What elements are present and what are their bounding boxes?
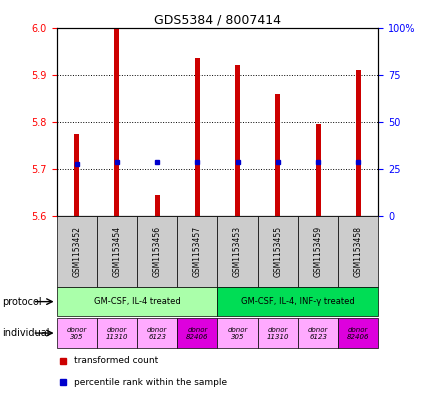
Bar [96,216,137,287]
Bar [97,318,137,348]
Bar [217,287,378,316]
Bar [56,318,97,348]
Bar [297,318,338,348]
Text: GM-CSF, IL-4, INF-γ treated: GM-CSF, IL-4, INF-γ treated [240,297,354,306]
Bar [137,216,177,287]
Text: transformed count: transformed count [74,356,158,365]
Text: donor
82406: donor 82406 [186,327,208,340]
Text: protocol: protocol [2,297,42,307]
Bar [177,318,217,348]
Text: GSM1153455: GSM1153455 [273,226,282,277]
Bar [137,318,177,348]
Text: GSM1153453: GSM1153453 [233,226,242,277]
Text: GM-CSF, IL-4 treated: GM-CSF, IL-4 treated [93,297,180,306]
Bar [257,216,297,287]
Bar [74,134,79,216]
Bar [217,216,257,287]
Text: GSM1153454: GSM1153454 [112,226,121,277]
Text: donor
82406: donor 82406 [346,327,369,340]
Text: donor
305: donor 305 [227,327,247,340]
Text: GSM1153457: GSM1153457 [192,226,201,277]
Text: donor
11310: donor 11310 [266,327,289,340]
Text: individual: individual [2,328,49,338]
Text: GSM1153452: GSM1153452 [72,226,81,277]
Bar [338,318,378,348]
Bar [56,216,97,287]
Bar [56,287,217,316]
Bar [275,94,279,216]
Bar [155,195,159,216]
Bar [194,58,199,216]
Text: GSM1153456: GSM1153456 [152,226,161,277]
Text: GSM1153459: GSM1153459 [313,226,322,277]
Bar [297,216,338,287]
Bar [217,318,257,348]
Text: donor
6123: donor 6123 [147,327,167,340]
Bar [315,124,320,216]
Text: donor
6123: donor 6123 [307,327,328,340]
Bar [338,216,378,287]
Text: donor
305: donor 305 [66,327,87,340]
Bar [235,65,240,216]
Text: GSM1153458: GSM1153458 [353,226,362,277]
Title: GDS5384 / 8007414: GDS5384 / 8007414 [154,13,280,26]
Text: donor
11310: donor 11310 [105,327,128,340]
Bar [257,318,297,348]
Text: percentile rank within the sample: percentile rank within the sample [74,378,227,387]
Bar [177,216,217,287]
Bar [114,28,119,216]
Bar [355,70,360,216]
